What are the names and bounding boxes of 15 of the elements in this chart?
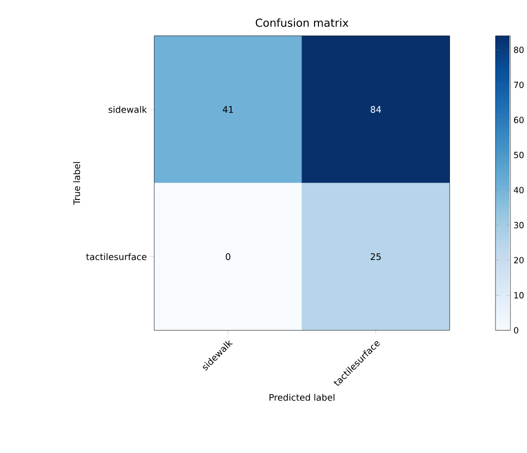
color-bar-label: 50	[514, 152, 524, 158]
color-bar-label: 20	[514, 257, 524, 264]
color-bar-label: 70	[514, 82, 524, 88]
y-axis-title: True label	[73, 162, 80, 206]
color-bar-label: 40	[514, 187, 524, 194]
data-label: 41	[222, 106, 233, 113]
color-bar-label: 10	[514, 292, 524, 299]
color-bar-label: 80	[514, 46, 524, 54]
data-label: 0	[226, 253, 230, 260]
color-bar-label: 0	[514, 327, 518, 334]
chart-title: Confusion matrix	[256, 18, 348, 28]
color-bar-label: 60	[514, 116, 524, 124]
x-axis-title: Predicted label	[270, 394, 334, 401]
color-bar-label: 30	[514, 222, 524, 228]
data-label: 25	[370, 253, 381, 260]
